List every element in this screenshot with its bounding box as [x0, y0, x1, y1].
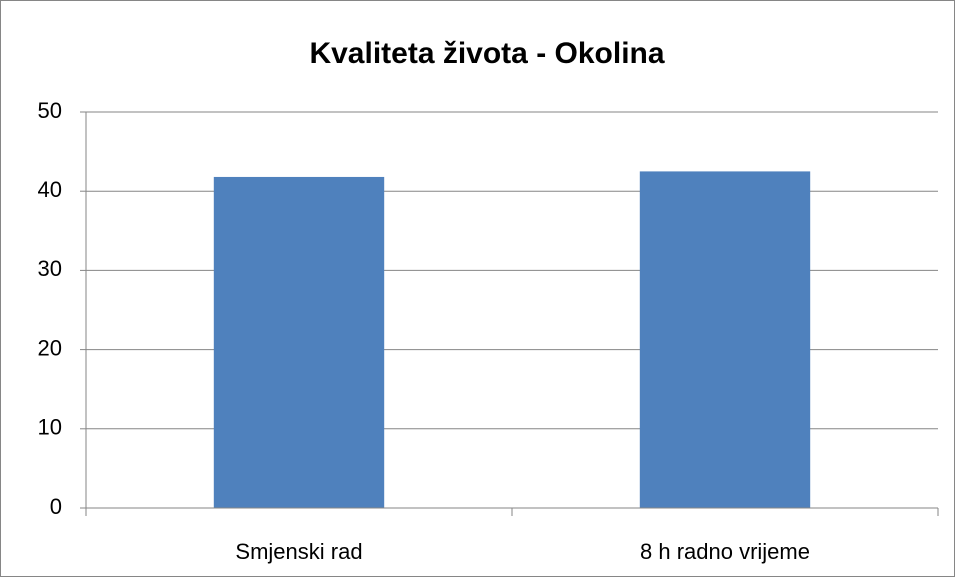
- x-tick-label: 8 h radno vrijeme: [640, 539, 810, 564]
- y-tick-label: 30: [38, 256, 62, 281]
- y-tick-label: 40: [38, 177, 62, 202]
- bar: [639, 171, 811, 508]
- bar: [213, 176, 385, 508]
- y-tick-label: 20: [38, 335, 62, 360]
- x-tick-label: Smjenski rad: [235, 539, 362, 564]
- chart-title: Kvaliteta života - Okolina: [309, 37, 664, 70]
- y-tick-label: 0: [50, 494, 62, 519]
- y-tick-label: 10: [38, 415, 62, 440]
- y-tick-label: 50: [38, 98, 62, 123]
